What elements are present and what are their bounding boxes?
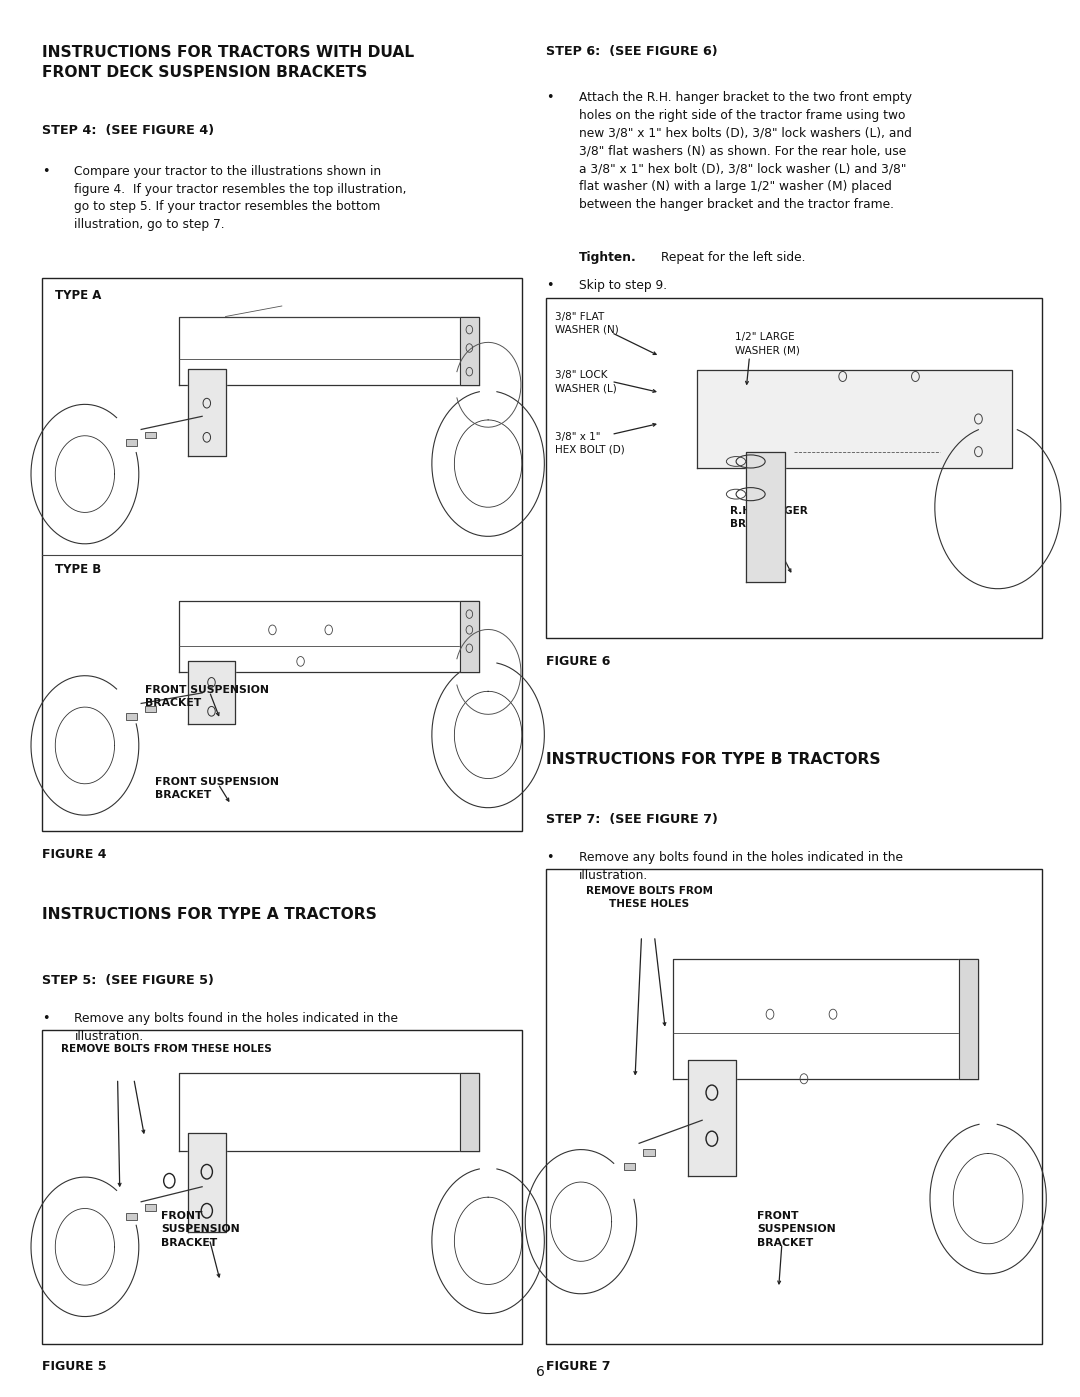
Bar	[42, 278, 522, 831]
Text: 3/8" LOCK
WASHER (L): 3/8" LOCK WASHER (L)	[555, 370, 617, 394]
Text: 1/2" LARGE
WASHER (M): 1/2" LARGE WASHER (M)	[735, 332, 800, 356]
Bar	[145, 705, 157, 712]
Text: FRONT SUSPENSION
BRACKET: FRONT SUSPENSION BRACKET	[156, 777, 280, 800]
Text: •: •	[42, 165, 50, 177]
Text: •: •	[546, 279, 554, 292]
Text: STEP 6:  (SEE FIGURE 6): STEP 6: (SEE FIGURE 6)	[546, 45, 718, 57]
Text: INSTRUCTIONS FOR TYPE B TRACTORS: INSTRUCTIONS FOR TYPE B TRACTORS	[546, 752, 881, 767]
Text: STEP 4:  (SEE FIGURE 4): STEP 4: (SEE FIGURE 4)	[42, 124, 214, 137]
Text: FIGURE 5: FIGURE 5	[42, 1361, 107, 1373]
Text: INSTRUCTIONS FOR TRACTORS WITH DUAL
FRONT DECK SUSPENSION BRACKETS: INSTRUCTIONS FOR TRACTORS WITH DUAL FRON…	[42, 45, 414, 80]
Bar	[623, 1162, 635, 1171]
Text: •: •	[546, 91, 554, 103]
Polygon shape	[460, 1073, 478, 1151]
Text: Repeat for the left side.: Repeat for the left side.	[657, 251, 806, 264]
Text: R.H. HANGER
BRACKET: R.H. HANGER BRACKET	[730, 506, 808, 529]
Polygon shape	[746, 451, 784, 583]
Bar	[546, 298, 1042, 638]
Polygon shape	[959, 958, 978, 1078]
Polygon shape	[460, 601, 478, 672]
Bar	[643, 1148, 654, 1157]
Text: 6: 6	[536, 1365, 544, 1379]
Bar	[546, 869, 1042, 1344]
Polygon shape	[460, 317, 478, 384]
Text: REMOVE BOLTS FROM
THESE HOLES: REMOVE BOLTS FROM THESE HOLES	[585, 886, 713, 909]
Text: TYPE A: TYPE A	[55, 289, 102, 302]
Text: •: •	[42, 1011, 50, 1025]
Polygon shape	[688, 1060, 737, 1176]
Bar	[145, 432, 157, 437]
Polygon shape	[188, 661, 235, 725]
Text: Skip to step 9.: Skip to step 9.	[579, 279, 667, 292]
Text: Attach the R.H. hanger bracket to the two front empty
holes on the right side of: Attach the R.H. hanger bracket to the tw…	[579, 91, 912, 211]
Polygon shape	[188, 369, 226, 455]
Text: FIGURE 6: FIGURE 6	[546, 655, 611, 668]
Text: TYPE B: TYPE B	[55, 563, 102, 576]
Text: Tighten.: Tighten.	[579, 251, 636, 264]
Text: 3/8" FLAT
WASHER (N): 3/8" FLAT WASHER (N)	[555, 312, 619, 335]
Text: FIGURE 4: FIGURE 4	[42, 848, 107, 861]
Bar	[126, 714, 137, 719]
Bar	[42, 1030, 522, 1344]
Polygon shape	[698, 370, 1012, 468]
Text: FIGURE 7: FIGURE 7	[546, 1361, 611, 1373]
Text: REMOVE BOLTS FROM THESE HOLES: REMOVE BOLTS FROM THESE HOLES	[62, 1044, 272, 1053]
Bar	[126, 1213, 137, 1221]
Text: FRONT
SUSPENSION
BRACKET: FRONT SUSPENSION BRACKET	[161, 1211, 240, 1248]
Text: Remove any bolts found in the holes indicated in the
illustration.: Remove any bolts found in the holes indi…	[579, 851, 903, 882]
Text: STEP 5:  (SEE FIGURE 5): STEP 5: (SEE FIGURE 5)	[42, 974, 214, 986]
Text: FRONT
SUSPENSION
BRACKET: FRONT SUSPENSION BRACKET	[757, 1211, 836, 1248]
Text: STEP 7:  (SEE FIGURE 7): STEP 7: (SEE FIGURE 7)	[546, 813, 718, 826]
Polygon shape	[188, 1133, 226, 1232]
Text: FRONT SUSPENSION
BRACKET: FRONT SUSPENSION BRACKET	[145, 685, 269, 708]
Bar	[145, 1204, 157, 1211]
Text: 3/8" x 1"
HEX BOLT (D): 3/8" x 1" HEX BOLT (D)	[555, 432, 625, 455]
Text: Remove any bolts found in the holes indicated in the
illustration.: Remove any bolts found in the holes indi…	[75, 1011, 399, 1044]
Text: •: •	[546, 851, 554, 863]
Text: Compare your tractor to the illustrations shown in
figure 4.  If your tractor re: Compare your tractor to the illustration…	[75, 165, 407, 232]
Bar	[126, 440, 137, 446]
Text: INSTRUCTIONS FOR TYPE A TRACTORS: INSTRUCTIONS FOR TYPE A TRACTORS	[42, 907, 377, 922]
